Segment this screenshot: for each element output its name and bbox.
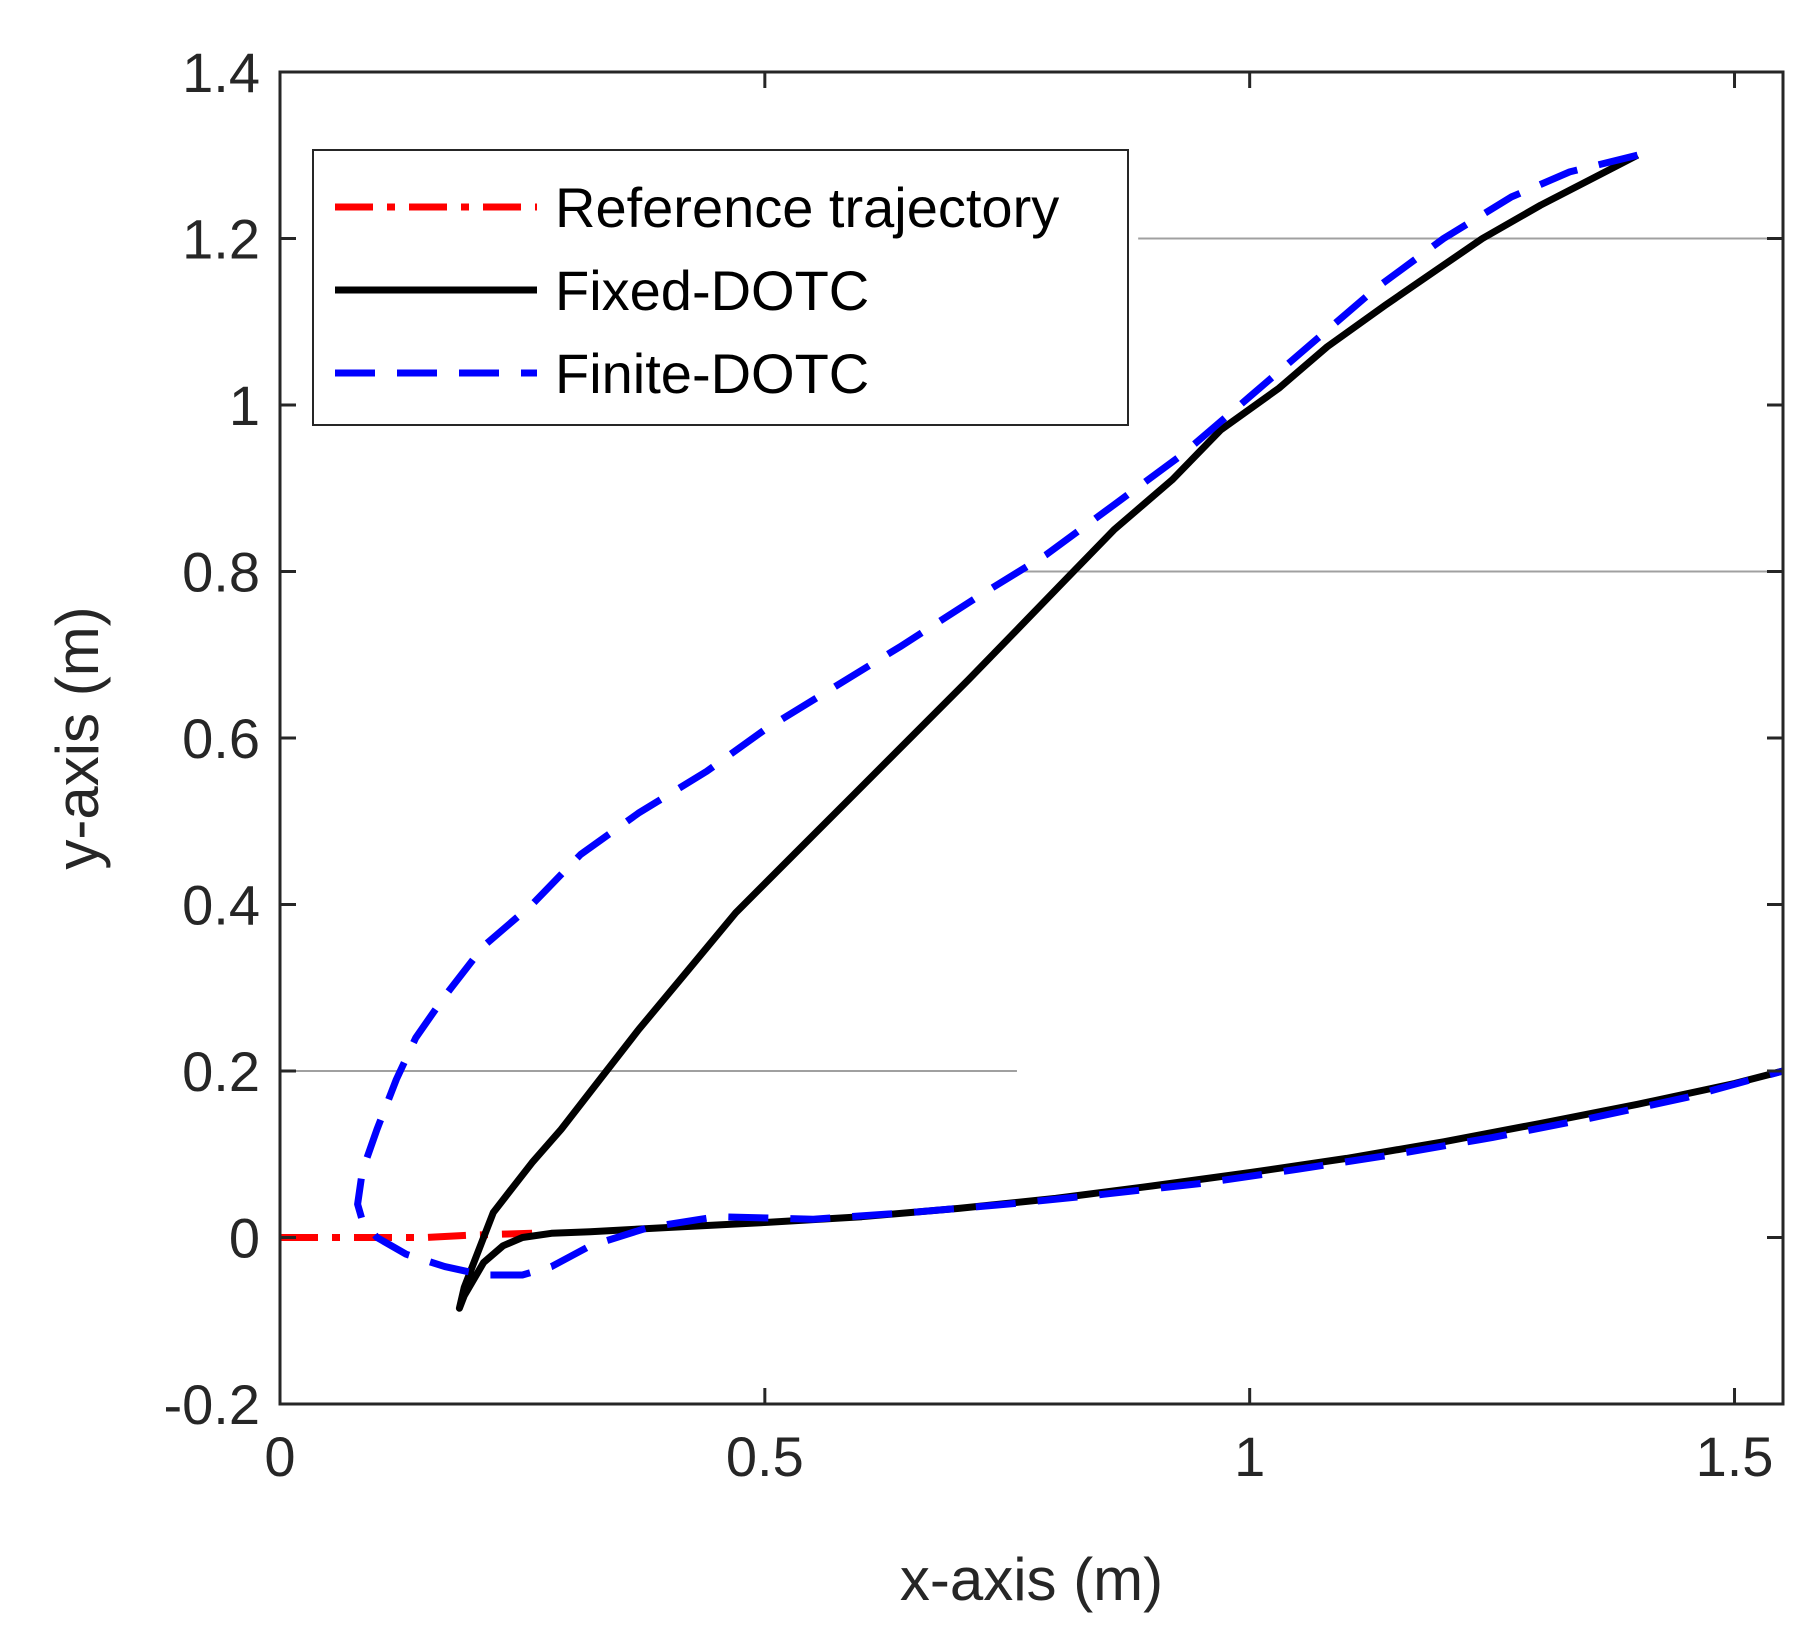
x-tick-label: 0 <box>264 1425 295 1488</box>
legend: Reference trajectory Fixed-DOTC Finite-D… <box>312 149 1129 426</box>
y-tick-label: 0.2 <box>182 1040 260 1103</box>
y-tick-label: 0 <box>229 1207 260 1270</box>
y-tick-label: 0.8 <box>182 541 260 604</box>
y-tick-label: 1.4 <box>182 41 260 104</box>
y-tick-label: 0.4 <box>182 874 260 937</box>
series-layer <box>280 151 1784 1312</box>
x-tick-label: 1 <box>1234 1425 1265 1488</box>
x-axis-ticks: 0 0.5 1 1.5 <box>264 72 1773 1488</box>
y-tick-label: -0.2 <box>164 1373 261 1436</box>
x-tick-label: 1.5 <box>1696 1425 1774 1488</box>
series-finite-dotc <box>354 151 1784 1279</box>
y-tick-label: 1 <box>229 374 260 437</box>
x-axis-label: x-axis (m) <box>900 1546 1163 1613</box>
legend-label-reference-trajectory: Reference trajectory <box>555 176 1059 239</box>
y-axis-label: y-axis (m) <box>44 606 111 869</box>
y-tick-label: 0.6 <box>182 707 260 770</box>
legend-label-finite-dotc: Finite-DOTC <box>555 342 869 405</box>
legend-label-fixed-dotc: Fixed-DOTC <box>555 259 869 322</box>
y-axis-ticks: -0.2 0 0.2 0.4 0.6 0.8 1 1.2 1.4 <box>164 41 1783 1436</box>
x-tick-label: 0.5 <box>726 1425 804 1488</box>
y-tick-label: 1.2 <box>182 208 260 271</box>
